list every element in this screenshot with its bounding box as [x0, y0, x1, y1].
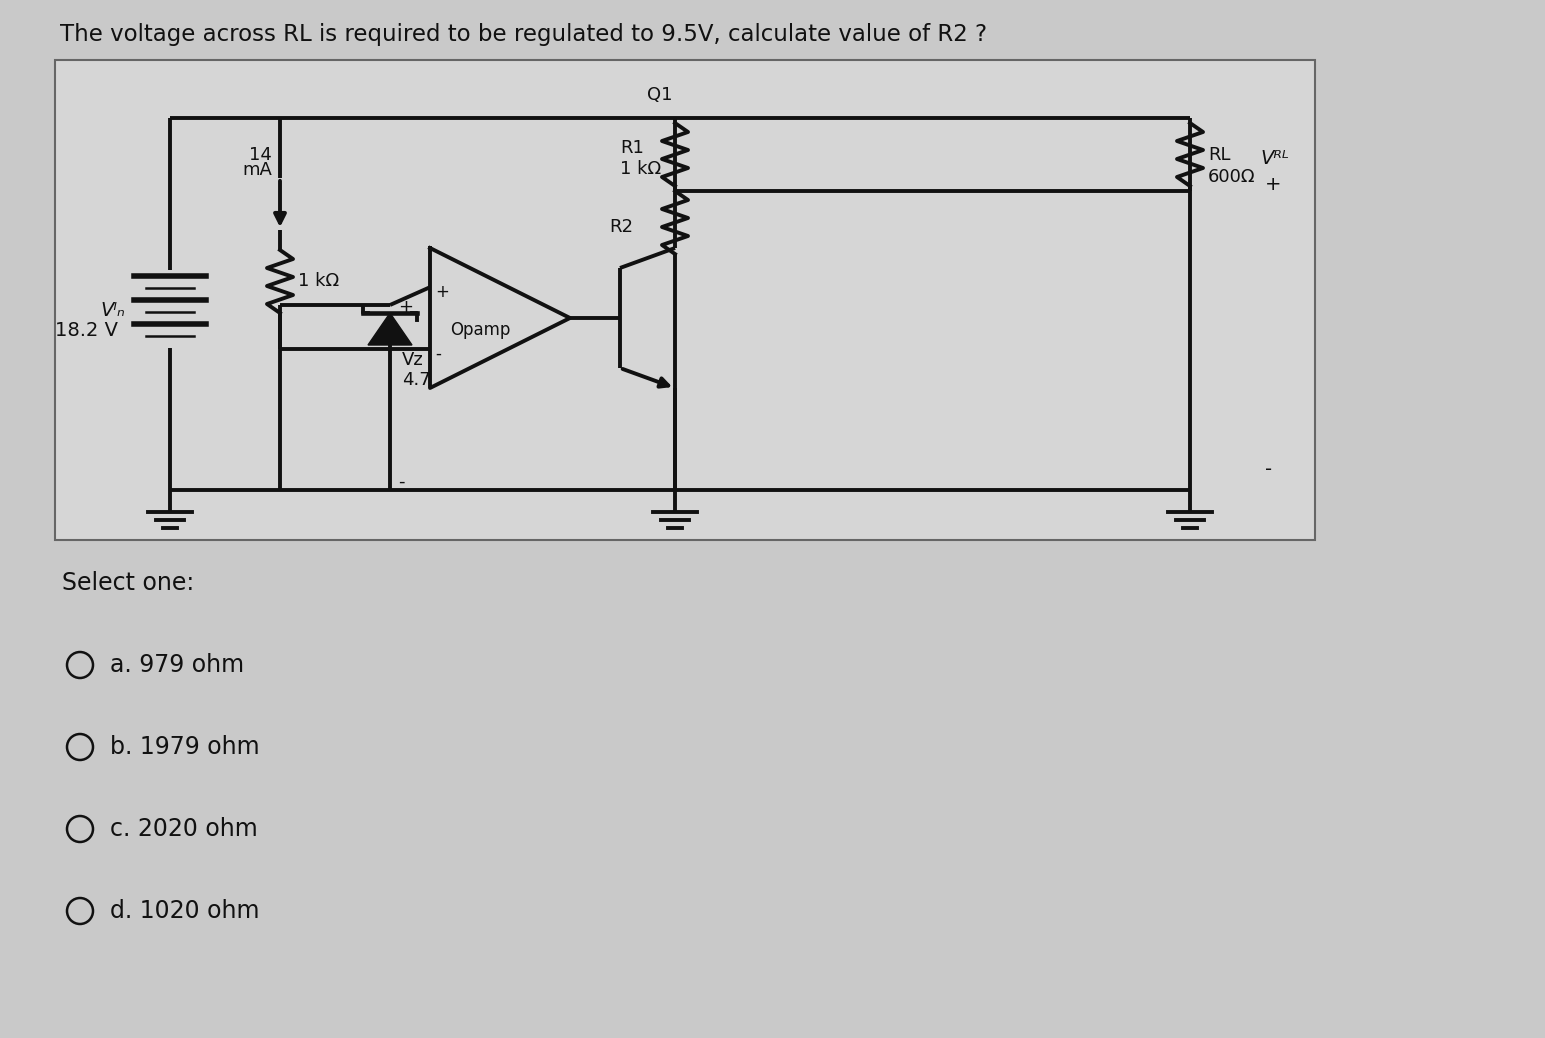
Text: 18.2 V: 18.2 V — [56, 321, 117, 339]
Text: d. 1020 ohm: d. 1020 ohm — [110, 899, 260, 923]
Text: -: - — [436, 345, 440, 363]
Text: Q1: Q1 — [647, 86, 672, 104]
Text: Vz
4.7: Vz 4.7 — [402, 351, 431, 389]
Text: 14: 14 — [249, 146, 272, 164]
Text: Opamp: Opamp — [450, 321, 510, 339]
FancyBboxPatch shape — [56, 60, 1315, 540]
Text: Vᴵₙ: Vᴵₙ — [100, 300, 125, 320]
Text: 600Ω: 600Ω — [1208, 167, 1256, 186]
Text: RL: RL — [1208, 145, 1230, 164]
Text: +: + — [1265, 175, 1281, 194]
Text: mA: mA — [243, 161, 272, 179]
Text: The voltage across RL is required to be regulated to 9.5V, calculate value of R2: The voltage across RL is required to be … — [60, 24, 987, 47]
Text: +: + — [436, 283, 450, 301]
Text: a. 979 ohm: a. 979 ohm — [110, 653, 244, 677]
Text: -: - — [399, 473, 405, 491]
Text: b. 1979 ohm: b. 1979 ohm — [110, 735, 260, 759]
Text: Select one:: Select one: — [62, 571, 195, 595]
Text: c. 2020 ohm: c. 2020 ohm — [110, 817, 258, 841]
Text: Vᴿᴸ: Vᴿᴸ — [1261, 149, 1289, 168]
Text: R1
1 kΩ: R1 1 kΩ — [620, 139, 661, 177]
Polygon shape — [368, 313, 413, 345]
Text: 1 kΩ: 1 kΩ — [298, 273, 338, 291]
Text: R2: R2 — [609, 218, 633, 236]
Text: +: + — [399, 298, 413, 316]
Text: -: - — [1265, 460, 1272, 479]
